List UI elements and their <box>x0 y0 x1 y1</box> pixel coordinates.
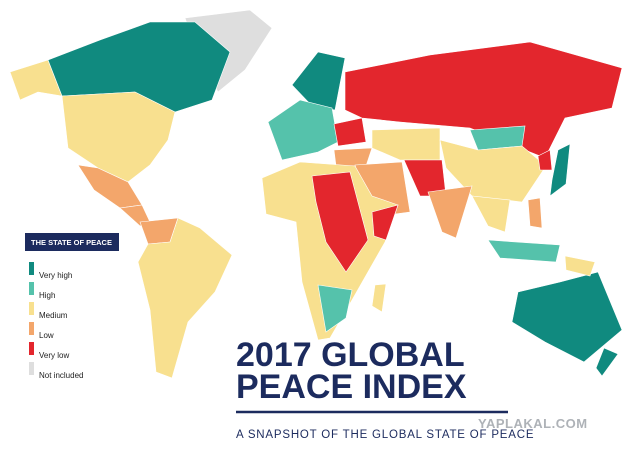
country-region <box>487 239 561 263</box>
country-region <box>371 204 399 241</box>
country-region <box>471 195 511 233</box>
country-region <box>549 143 571 197</box>
country-region <box>595 347 619 377</box>
title-line: PEACE INDEX <box>236 368 467 406</box>
country-region <box>344 41 623 159</box>
legend-swatch <box>29 342 34 355</box>
legend-label: Very high <box>39 271 72 280</box>
country-region <box>317 284 353 333</box>
legend-label: Medium <box>39 311 68 320</box>
legend-label: Not included <box>39 371 83 380</box>
legend-label: Low <box>39 331 54 340</box>
country-region <box>333 147 373 167</box>
title-line: 2017 GLOBAL <box>236 336 465 374</box>
legend-header <box>25 233 119 251</box>
country-region <box>371 283 387 313</box>
legend-label: Very low <box>39 351 69 360</box>
country-region <box>511 271 623 363</box>
legend-swatch <box>29 262 34 275</box>
legend-swatch <box>29 362 34 375</box>
legend-swatch <box>29 322 34 335</box>
country-region <box>537 149 553 171</box>
country-region <box>333 117 367 147</box>
country-region <box>527 197 543 229</box>
legend-box <box>25 233 119 393</box>
country-region <box>371 127 441 161</box>
country-region <box>427 185 473 239</box>
legend-swatch <box>29 302 34 315</box>
country-region <box>61 91 176 183</box>
country-region <box>9 59 63 101</box>
country-region <box>137 217 233 379</box>
legend-title: THE STATE OF PEACE <box>31 238 112 247</box>
country-region <box>564 255 596 277</box>
country-region <box>311 171 369 273</box>
legend: THE STATE OF PEACE Very high High Medium Lo… <box>25 233 119 393</box>
country-region <box>261 161 399 341</box>
world-map <box>9 9 623 379</box>
watermark: YAPLAKAL.COM <box>478 416 588 431</box>
legend-swatch <box>29 282 34 295</box>
subtitle: A SNAPSHOT OF THE GLOBAL STATE OF PEACE <box>236 429 534 441</box>
legend-label: High <box>39 291 55 300</box>
country-region <box>267 99 339 161</box>
